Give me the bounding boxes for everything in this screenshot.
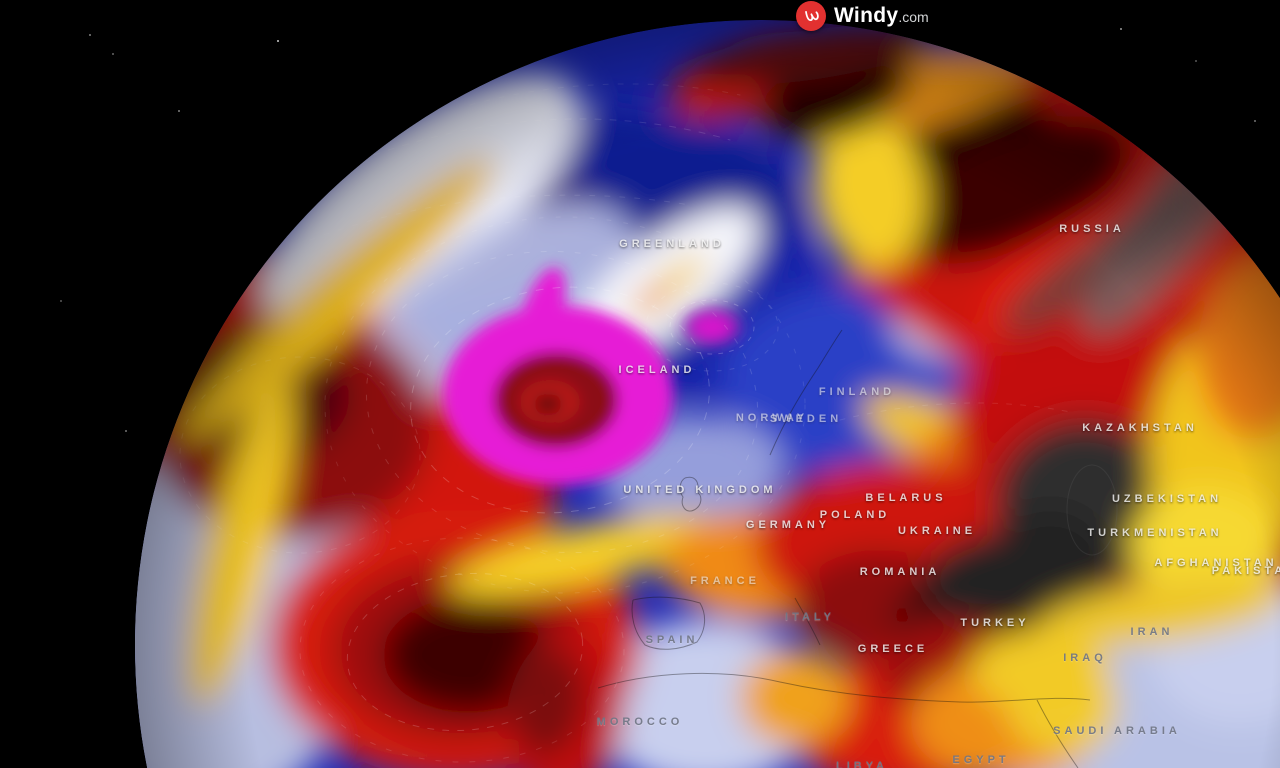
windy-logo[interactable]: Windy .com bbox=[796, 1, 929, 31]
star bbox=[89, 34, 91, 36]
limb-vignette bbox=[135, 20, 1280, 768]
windy-logo-tld: .com bbox=[898, 9, 929, 25]
windy-logo-name: Windy bbox=[834, 4, 899, 27]
star bbox=[1195, 60, 1197, 62]
star bbox=[60, 300, 62, 302]
star bbox=[277, 40, 279, 42]
star bbox=[125, 430, 127, 432]
windy-logo-icon bbox=[796, 1, 826, 31]
star bbox=[178, 110, 180, 112]
windy-logo-wordmark: Windy .com bbox=[834, 4, 929, 28]
star bbox=[112, 53, 114, 55]
star bbox=[1254, 120, 1256, 122]
star bbox=[1120, 28, 1122, 30]
